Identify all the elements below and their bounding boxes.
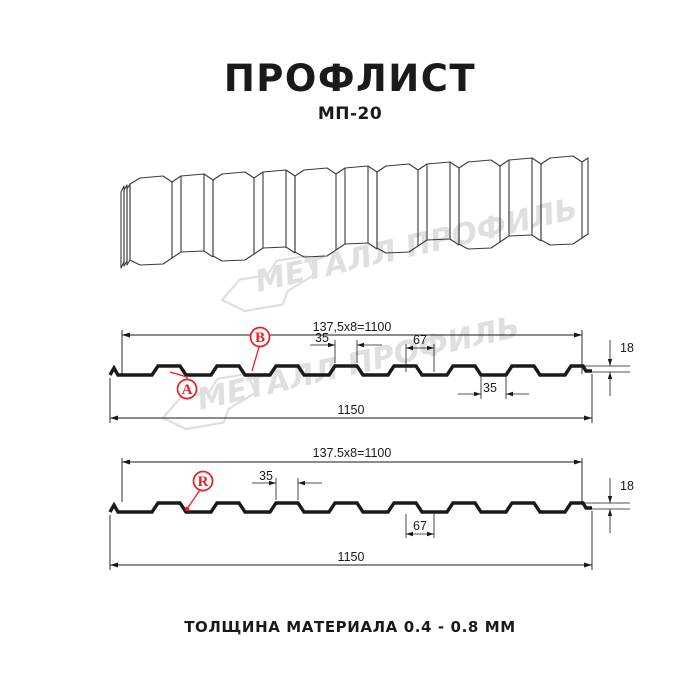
- section-a-profile: [108, 364, 592, 377]
- marker-r: R: [184, 470, 214, 512]
- section-a-bottom-dimension-label: 1150: [338, 403, 365, 417]
- isometric-profile-view: [120, 155, 589, 269]
- marker-r-label: R: [198, 474, 209, 490]
- section-r-dim-35: [252, 478, 322, 500]
- section-r-rib-top-width-label: 35: [259, 469, 273, 483]
- page-title: ПРОФЛИСТ: [223, 57, 477, 100]
- watermark-logo-icon: [220, 254, 317, 313]
- section-a-rib-base-width-label: 67: [413, 333, 427, 347]
- section-r-bottom-dimension-label: 1150: [338, 550, 365, 564]
- section-r-rib-base-width-label: 67: [413, 519, 427, 533]
- section-r-profile: [108, 501, 592, 514]
- watermark-upper: МЕТАЛЛ ПРОФИЛЬ: [220, 192, 581, 313]
- marker-b-circle: [249, 326, 271, 348]
- section-a-height-label: 18: [620, 341, 634, 355]
- section-a-dim-35-bottom: [458, 377, 529, 399]
- marker-a-label: A: [182, 382, 193, 398]
- section-r-dim-67: [405, 514, 435, 538]
- marker-a-circle: [176, 378, 198, 400]
- section-a-height-dim: [584, 340, 630, 396]
- marker-b: B: [249, 326, 271, 372]
- isometric-ribs: [129, 155, 589, 266]
- section-r-height-label: 18: [620, 479, 634, 493]
- section-a-top-dimension-label: 137,5x8=1100: [313, 320, 392, 334]
- section-r-bottom-dim: [109, 511, 593, 570]
- section-a-rib-top-width-label: 35: [315, 331, 329, 345]
- section-r-height-dim: [584, 478, 630, 533]
- section-r-group: 137.5x8=1100 35 67: [108, 446, 634, 570]
- marker-b-label: B: [255, 330, 265, 346]
- marker-r-leader-dot: [184, 506, 190, 512]
- material-thickness-note: ТОЛЩИНА МАТЕРИАЛА 0.4 - 0.8 ММ: [184, 618, 516, 636]
- section-a-dim-67: [405, 344, 435, 372]
- marker-a: A: [169, 371, 198, 400]
- section-a-bottom-dim: [109, 374, 593, 423]
- section-a-dim-35-top: [310, 340, 382, 363]
- section-a-group: 137,5x8=1100 35 67: [108, 320, 634, 423]
- page-subtitle: МП-20: [317, 104, 383, 124]
- section-a-rib-pitch-label: 35: [483, 381, 497, 395]
- section-r-top-dimension-label: 137.5x8=1100: [313, 446, 392, 460]
- section-r-top-dim: [121, 458, 583, 502]
- marker-r-circle: [192, 470, 214, 492]
